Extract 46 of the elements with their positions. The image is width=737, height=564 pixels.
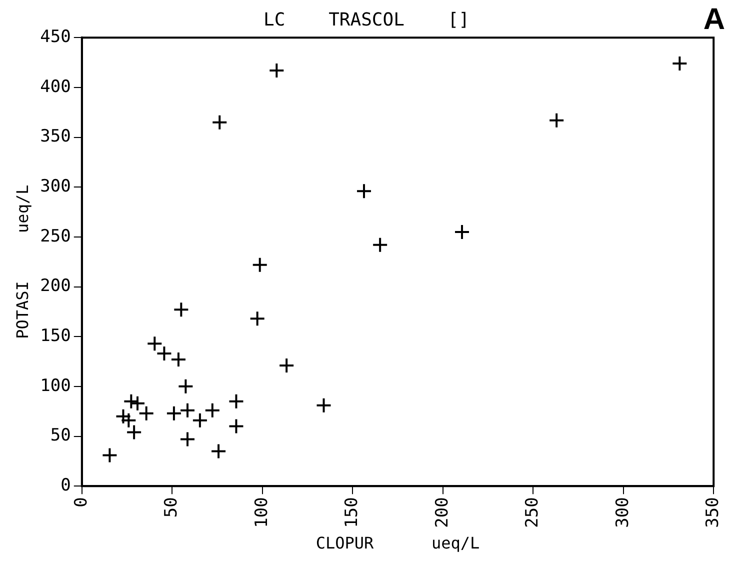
x-tick-label: 50 xyxy=(162,497,182,518)
y-tick-label: 100 xyxy=(40,376,71,396)
point xyxy=(210,443,227,460)
point xyxy=(228,393,244,410)
x-tick-label: 300 xyxy=(612,497,633,528)
point xyxy=(204,402,220,418)
point xyxy=(548,112,565,128)
point xyxy=(249,310,266,327)
text: A xyxy=(703,2,725,36)
point xyxy=(170,352,186,368)
chart-title: LC TRASCOL [] xyxy=(264,9,470,30)
y-tick-label: 200 xyxy=(40,276,71,296)
point xyxy=(372,236,388,253)
x-tick-label: 200 xyxy=(432,497,452,528)
point xyxy=(126,424,142,440)
point xyxy=(268,62,285,78)
y-tick-label: 50 xyxy=(50,426,71,446)
point xyxy=(192,412,208,428)
y-tick-label: 450 xyxy=(40,27,71,48)
point xyxy=(212,114,228,130)
y-tick-label: 300 xyxy=(40,176,71,197)
point xyxy=(356,183,372,200)
point xyxy=(252,256,268,273)
x-tick-label: 0 xyxy=(71,497,92,508)
x-tick-label: 350 xyxy=(703,497,724,528)
point xyxy=(228,418,244,434)
x-tick-label: 100 xyxy=(252,497,272,528)
y-tick-label: 150 xyxy=(40,326,71,346)
point xyxy=(278,358,295,374)
point xyxy=(672,56,688,72)
point xyxy=(179,402,196,418)
x-axis-title: CLOPUR ueq/L xyxy=(316,534,480,553)
point xyxy=(316,397,332,414)
point xyxy=(178,378,194,394)
point xyxy=(102,447,118,464)
point xyxy=(166,405,182,422)
y-tick-label: 250 xyxy=(40,226,71,246)
y-tick-label: 0 xyxy=(60,476,71,496)
point xyxy=(173,302,190,318)
x-tick-label: 150 xyxy=(342,497,362,528)
point xyxy=(454,224,470,240)
x-tick-label: 250 xyxy=(522,497,543,528)
y-axis-title: POTASI ueq/L xyxy=(12,184,32,339)
y-tick-label: 350 xyxy=(40,126,71,147)
y-tick-label: 400 xyxy=(40,76,71,97)
point xyxy=(179,431,196,448)
